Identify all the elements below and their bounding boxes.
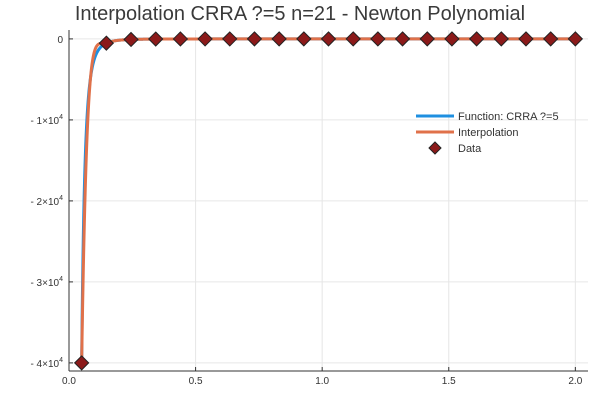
grid-layer bbox=[68, 30, 588, 371]
data-point bbox=[345, 31, 361, 47]
data-point bbox=[271, 31, 287, 47]
data-point bbox=[148, 31, 164, 47]
data-point bbox=[73, 355, 90, 371]
y-tick-label: - 3×104 bbox=[30, 276, 63, 289]
data-point bbox=[542, 31, 559, 47]
legend-label: Data bbox=[458, 143, 482, 155]
x-tick-label: 2.0 bbox=[568, 376, 582, 387]
x-tick-label: 1.5 bbox=[442, 376, 456, 387]
y-tick-label: - 4×104 bbox=[30, 357, 63, 370]
x-tick-label: 0.0 bbox=[62, 376, 76, 387]
tick-layer: 0.0 0.5 1.0 1.5 2.0 0 - 1×104 - 2×104 - 3×104 - 4… bbox=[30, 35, 582, 387]
data-point bbox=[197, 31, 213, 47]
data-point bbox=[320, 31, 337, 47]
data-point bbox=[468, 31, 485, 47]
data-point bbox=[493, 31, 509, 47]
x-tick-label: 1.0 bbox=[315, 376, 329, 387]
x-tick-label: 0.5 bbox=[189, 376, 203, 387]
data-point bbox=[222, 31, 238, 47]
data-point bbox=[419, 31, 435, 47]
data-point bbox=[518, 31, 534, 47]
marker-layer bbox=[73, 31, 584, 371]
data-point bbox=[172, 31, 189, 47]
y-tick-label: - 2×104 bbox=[30, 195, 63, 208]
data-point bbox=[296, 31, 312, 47]
legend-swatch-data bbox=[428, 141, 442, 155]
data-point bbox=[246, 31, 263, 47]
chart-title: Interpolation CRRA ?=5 n=21 - Newton Pol… bbox=[74, 3, 526, 25]
legend-label: Interpolation bbox=[458, 127, 519, 139]
data-point bbox=[567, 31, 584, 47]
y-tick-label: - 1×104 bbox=[30, 114, 63, 127]
series-layer bbox=[80, 37, 576, 365]
legend-label: Function: CRRA ?=5 bbox=[458, 111, 559, 123]
data-point bbox=[444, 31, 460, 47]
data-point bbox=[370, 31, 386, 47]
legend: Function: CRRA ?=5 Interpolation Data bbox=[416, 111, 559, 155]
interpolation-line bbox=[80, 37, 576, 365]
data-point bbox=[98, 35, 115, 51]
y-tick-label: 0 bbox=[57, 35, 63, 46]
data-point bbox=[123, 31, 139, 48]
data-point bbox=[394, 31, 411, 47]
